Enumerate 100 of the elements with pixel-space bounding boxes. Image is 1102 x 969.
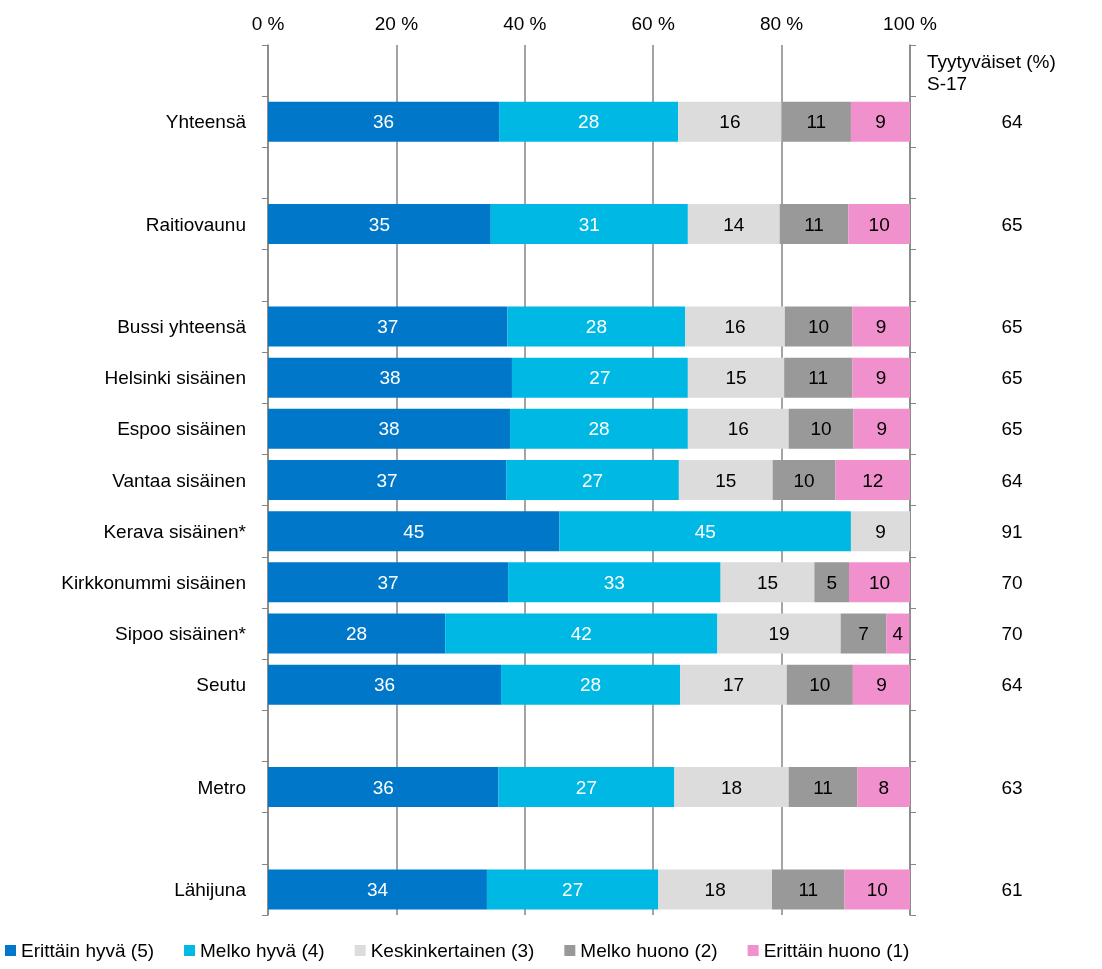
text: 70 [1001, 623, 1023, 645]
data-label: 11 [808, 367, 829, 389]
bar [506, 460, 679, 500]
x-tick-label: 60 % [631, 13, 675, 34]
bar [844, 869, 910, 910]
data-label: 37 [377, 315, 399, 337]
bar [268, 306, 508, 347]
bar [268, 869, 487, 910]
bar [678, 460, 773, 500]
x-tick-label: 100 % [883, 13, 938, 34]
data-label: 17 [722, 674, 745, 696]
text: 65 [1001, 213, 1023, 235]
y-tick-label: Sipoo sisäinen* [115, 623, 247, 645]
x-tick-label: 80 % [759, 13, 804, 34]
data-label: 10 [810, 418, 832, 440]
data-label: 9 [876, 418, 888, 440]
y-tick-label: Vantaa sisäinen [112, 469, 246, 491]
text: 63 [1001, 776, 1023, 798]
bar [511, 357, 688, 398]
data-label: 11 [798, 878, 819, 900]
data-label: 28 [580, 674, 602, 696]
data-label: 31 [578, 213, 600, 235]
text: Tyytyväiset (%) S-17 [927, 50, 1056, 94]
x-tick-label: 20 % [374, 13, 419, 34]
text: 65 [1001, 418, 1023, 440]
bar [788, 408, 854, 449]
legend-label: Erittäin hyvä (5) [21, 940, 155, 961]
bar [268, 767, 499, 808]
data-label: 8 [878, 776, 889, 798]
legend-label: Melko huono (2) [580, 940, 718, 961]
bar [779, 204, 849, 245]
bar [490, 204, 688, 245]
legend-label: Keskinkertainen (3) [370, 940, 535, 961]
bar [501, 664, 681, 705]
bar [853, 408, 910, 449]
data-label: 10 [868, 213, 890, 235]
bar [268, 562, 509, 603]
bar [268, 357, 512, 398]
y-tick-label: Seutu [196, 674, 246, 696]
data-label: 10 [866, 878, 888, 900]
data-label: 9 [875, 520, 886, 542]
bar [268, 511, 560, 552]
data-label: 10 [807, 315, 830, 337]
bar [788, 767, 858, 808]
data-label: 37 [376, 469, 398, 491]
text: 70 [1001, 571, 1023, 593]
bar [786, 664, 853, 705]
bar [720, 562, 815, 603]
data-label: 35 [368, 213, 390, 235]
data-label: 34 [366, 878, 389, 900]
data-label: 4 [892, 623, 904, 645]
text: 91 [1001, 520, 1023, 542]
data-label: 38 [378, 418, 400, 440]
data-label: 28 [588, 418, 610, 440]
data-label: 36 [373, 674, 396, 696]
bar [268, 664, 502, 705]
bar [687, 204, 780, 245]
text: 65 [1001, 315, 1023, 337]
bar [510, 408, 688, 449]
bar [674, 767, 789, 808]
data-label: 28 [578, 111, 600, 133]
bar [680, 664, 787, 705]
bar [717, 613, 841, 654]
data-label: 37 [377, 571, 399, 593]
data-label: 9 [876, 674, 887, 696]
bar [850, 511, 910, 552]
data-label: 36 [372, 111, 395, 133]
bar [687, 357, 785, 398]
data-label: 7 [858, 623, 869, 645]
bar [784, 357, 853, 398]
data-label: 10 [868, 571, 891, 593]
legend-label: Melko hyvä (4) [200, 940, 325, 961]
bar [685, 306, 785, 347]
bar [268, 460, 507, 500]
data-label: 27 [575, 776, 597, 798]
data-label: 10 [793, 469, 815, 491]
x-tick-label: 40 % [503, 13, 547, 34]
bar [499, 101, 679, 142]
bar [772, 460, 836, 500]
text: 64 [1001, 674, 1023, 696]
bar [852, 306, 910, 347]
y-tick-label: Helsinki sisäinen [104, 367, 246, 389]
bar [268, 613, 446, 654]
bar [678, 101, 782, 142]
data-label: 9 [875, 111, 886, 133]
bar [840, 613, 887, 654]
legend-label: Erittäin huono (1) [763, 940, 910, 961]
bar [771, 869, 845, 910]
bar [784, 306, 853, 347]
data-label: 18 [720, 776, 743, 798]
bar [781, 101, 851, 142]
y-tick-label: Yhteensä [165, 111, 247, 133]
y-tick-label: Metro [197, 776, 246, 798]
data-label: 18 [704, 878, 726, 900]
data-label: 27 [562, 878, 584, 900]
data-label: 10 [809, 674, 831, 696]
bar [559, 511, 851, 552]
data-label: 11 [813, 776, 833, 798]
text: 65 [1001, 367, 1023, 389]
data-label: 27 [589, 367, 611, 389]
